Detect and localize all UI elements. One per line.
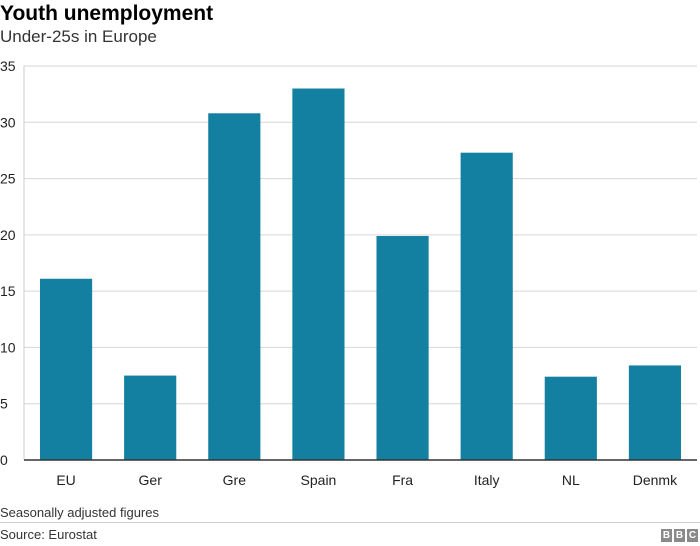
x-tick-label: NL	[562, 472, 580, 488]
x-tick-label: Italy	[474, 472, 500, 488]
chart-source: Source: Eurostat	[0, 527, 97, 542]
bars	[39, 88, 682, 460]
y-tick-label: 10	[0, 339, 16, 355]
y-tick-label: 15	[0, 283, 16, 299]
bar-chart: 0 5 10 15 20 25 30 35 EU Ger Gre Spain Fra Italy NL Den…	[0, 58, 697, 488]
y-tick-label: 25	[0, 171, 16, 187]
bar	[544, 376, 597, 460]
bar	[460, 152, 513, 460]
bar	[124, 375, 177, 460]
x-tick-label: Spain	[301, 472, 337, 488]
chart-note: Seasonally adjusted figures	[0, 505, 159, 520]
x-tick-label: EU	[56, 472, 75, 488]
bbc-logo-block: B	[674, 529, 685, 542]
y-tick-label: 5	[0, 396, 8, 412]
bbc-logo: B B C	[661, 529, 698, 542]
bbc-logo-block: C	[687, 529, 698, 542]
chart-subtitle: Under-25s in Europe	[0, 27, 157, 46]
x-tick-label: Denmk	[633, 472, 678, 488]
bar	[39, 278, 93, 460]
y-tick-label: 30	[0, 114, 16, 130]
x-tick-label: Ger	[139, 472, 163, 488]
bar	[208, 113, 261, 460]
gridlines	[24, 65, 697, 405]
x-tick-label: Fra	[392, 472, 413, 488]
bbc-logo-block: B	[661, 529, 672, 542]
bar	[292, 88, 345, 460]
y-tick-label: 0	[0, 452, 8, 468]
bar	[376, 235, 429, 460]
footer-divider	[0, 522, 700, 523]
y-tick-label: 35	[0, 58, 16, 74]
chart-title: Youth unemployment	[0, 2, 214, 25]
y-tick-label: 20	[0, 227, 16, 243]
axes: 0 5 10 15 20 25 30 35 EU Ger Gre Spain Fra Italy NL Den…	[0, 58, 697, 488]
x-tick-label: Gre	[223, 472, 247, 488]
bar	[628, 365, 682, 460]
